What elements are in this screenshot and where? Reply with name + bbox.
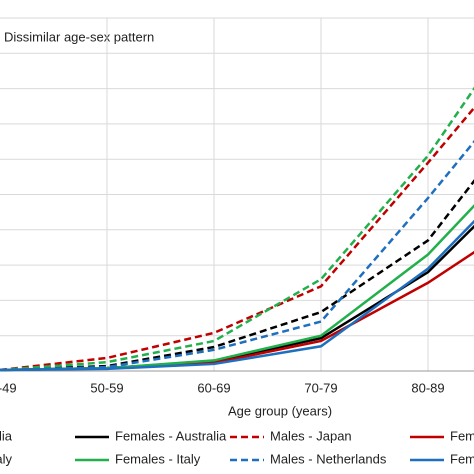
- legend-label: Females - Australia: [115, 428, 227, 443]
- series-line: [0, 106, 474, 372]
- x-tick-label: 70-79: [304, 380, 337, 395]
- x-tick-label: 40-49: [0, 380, 17, 395]
- legend-label: Males - Netherlands: [270, 451, 387, 466]
- legend-label: Females - Italy: [115, 451, 201, 466]
- series-line: [0, 250, 474, 372]
- legend-label: Males - Italy: [0, 451, 12, 466]
- series-line: [0, 219, 474, 372]
- legend-label: Females - Japan: [450, 428, 474, 443]
- series-line: [0, 179, 474, 372]
- x-tick-label: 50-59: [90, 380, 123, 395]
- series-line: [0, 86, 474, 372]
- series-line: [0, 224, 474, 372]
- series-line: [0, 139, 474, 372]
- x-axis-label: Age group (years): [228, 403, 332, 418]
- legend-label: Males - Japan: [270, 428, 352, 443]
- x-tick-label: 80-89: [411, 380, 444, 395]
- chart-title: Dissimilar age-sex pattern: [4, 29, 154, 44]
- legend-label: Females - Netherlands: [450, 451, 474, 466]
- x-tick-label: 60-69: [197, 380, 230, 395]
- legend-label: Males - Australia: [0, 428, 13, 443]
